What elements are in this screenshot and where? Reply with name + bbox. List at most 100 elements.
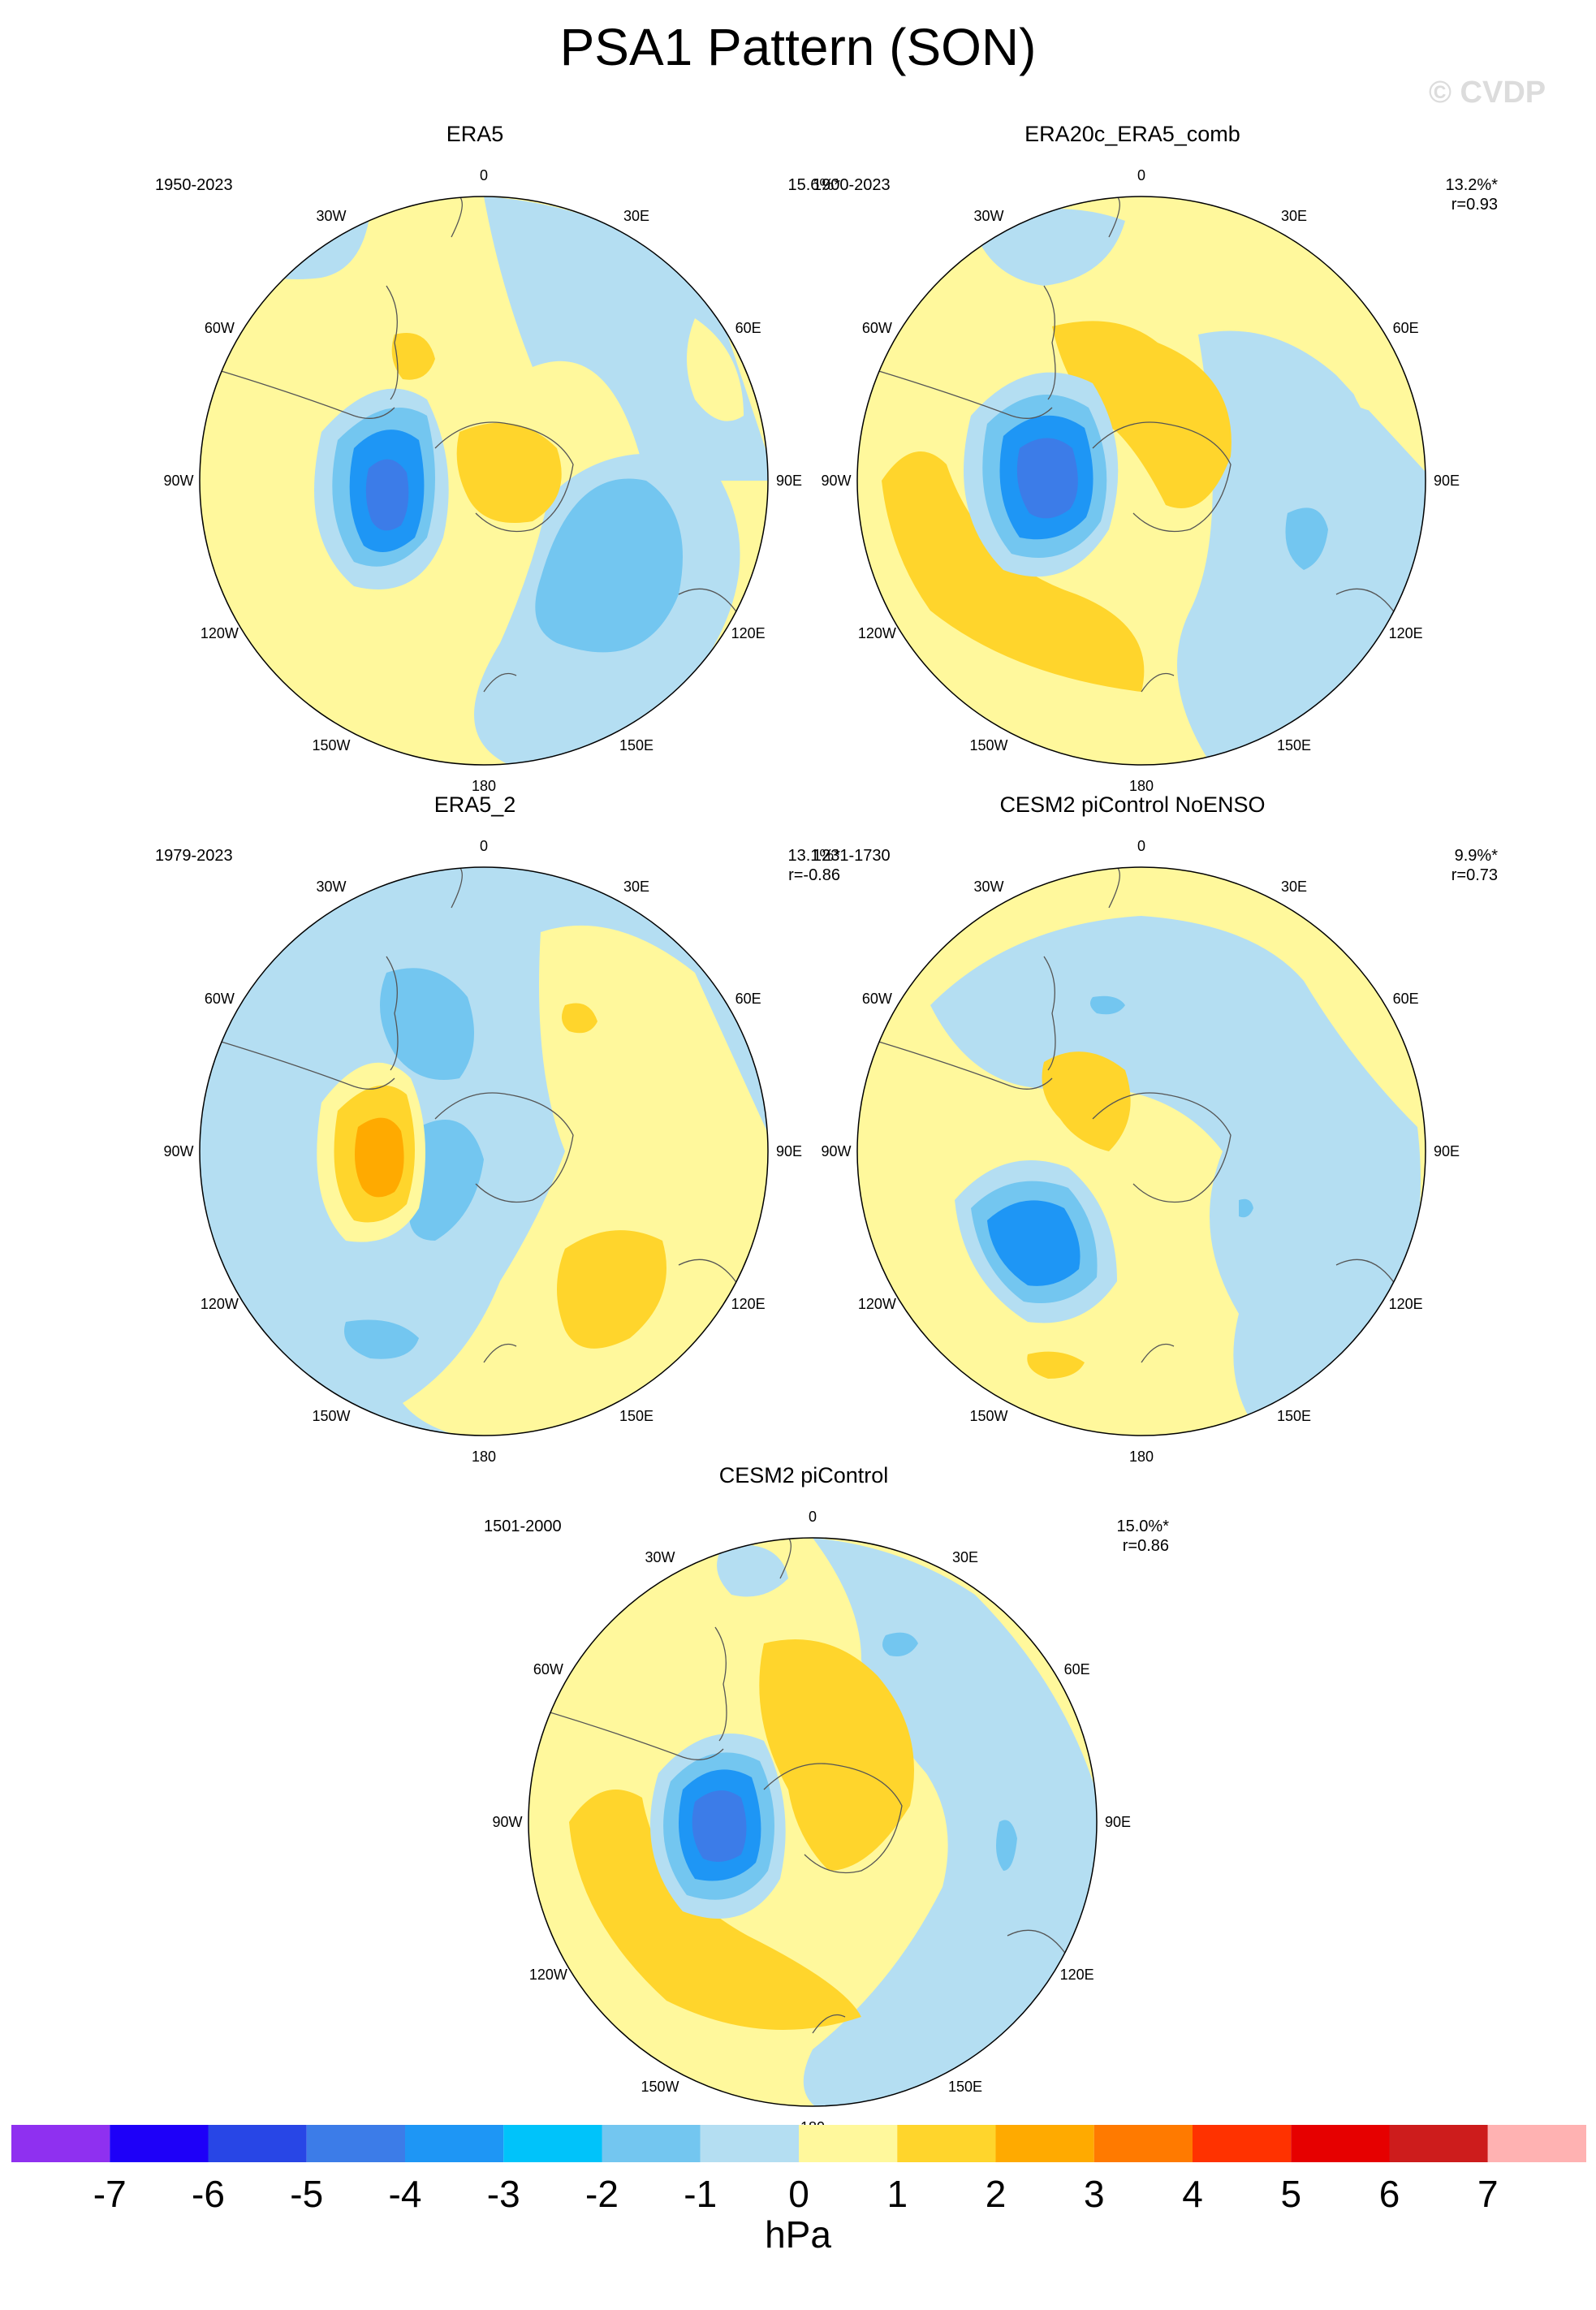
longitude-label: 180 [471, 778, 497, 794]
longitude-label: 150E [1276, 1407, 1312, 1424]
coastline [207, 366, 395, 419]
coastline [536, 1708, 724, 1760]
coastline [386, 285, 399, 400]
longitude-label: 90E [775, 473, 803, 489]
map-border [856, 196, 1426, 766]
map-panel: CESM2 piControl NoENSO 1231-1730 9.9%* r=0.… [767, 791, 1498, 1465]
contour-region [1239, 1198, 1253, 1218]
longitude-label: 150W [312, 1407, 351, 1424]
longitude-label: 90W [163, 473, 194, 489]
panel-correlation: r=-0.86 [788, 866, 840, 884]
longitude-label: 30E [1280, 208, 1308, 225]
colorbar-swatch [799, 2125, 898, 2162]
coastline [1043, 956, 1056, 1071]
longitude-label: 0 [479, 838, 488, 854]
contour-region [403, 925, 768, 1436]
contour-region [391, 333, 435, 380]
contour-region [687, 318, 744, 421]
panel-period: 1950-2023 [155, 176, 233, 194]
contour-region [380, 968, 474, 1080]
contour-region [1285, 507, 1328, 570]
map-border [856, 866, 1426, 1436]
panel-period: 1900-2023 [813, 176, 891, 194]
coastline [386, 956, 399, 1071]
longitude-label: 120W [528, 1967, 567, 1983]
panel-variance-percent: 9.9%* [1454, 847, 1498, 865]
colorbar-tick-label: -5 [290, 2173, 324, 2215]
coastline [779, 1538, 792, 1579]
panel-correlation: r=0.73 [1451, 866, 1498, 884]
colorbar-swatch [306, 2125, 405, 2162]
longitude-label: 90W [821, 1143, 852, 1159]
coastline [483, 1343, 517, 1363]
panel-variance-percent: 13.2%* [1445, 176, 1499, 194]
contour-region [930, 916, 1421, 1427]
coastline [434, 1092, 574, 1203]
longitude-label: 120E [1388, 1296, 1423, 1312]
longitude-label: 150W [969, 736, 1008, 753]
contour-region [456, 422, 562, 523]
longitude-label: 0 [479, 167, 488, 184]
longitude-label: 90E [1104, 1814, 1132, 1830]
contour-region [355, 1117, 404, 1198]
contour-region [365, 459, 409, 531]
colorbar-tick-label: 6 [1378, 2173, 1400, 2215]
longitude-label: 120W [857, 1296, 896, 1312]
colorbar-tick-label: 7 [1477, 2173, 1499, 2215]
colorbar-swatch [602, 2125, 701, 2162]
coastline [812, 2014, 846, 2034]
longitude-label: 120E [1388, 625, 1423, 641]
colorbar-swatch [995, 2125, 1094, 2162]
longitude-label: 180 [1128, 778, 1154, 794]
longitude-label: 120W [857, 625, 896, 641]
panel-period: 1501-2000 [484, 1518, 562, 1535]
longitude-label: 150W [969, 1407, 1008, 1424]
coastline [1141, 1343, 1175, 1363]
panel-variance-percent: 15.6%* [787, 176, 841, 194]
contour-region [692, 1790, 747, 1862]
polar-map [856, 196, 1426, 766]
contour-region [557, 1230, 666, 1349]
colorbar-swatch [1487, 2125, 1586, 2162]
map-border [199, 866, 769, 1436]
longitude-label: 150E [1276, 736, 1312, 753]
colorbar-swatch [503, 2125, 602, 2162]
coastline [483, 672, 517, 693]
map-panel: ERA5_2 1979-2023 13.1%* r=-0.86 0 30E 60E 90E 12… [110, 791, 840, 1465]
contour-region [562, 1003, 597, 1034]
coastline [207, 1037, 395, 1090]
longitude-label: 150E [619, 736, 654, 753]
contour-region [1089, 995, 1125, 1015]
longitude-label: 30W [316, 879, 347, 896]
colorbar-swatch [1389, 2125, 1488, 2162]
longitude-label: 150W [312, 736, 351, 753]
coastline [865, 1037, 1053, 1090]
longitude-label: 30E [623, 879, 650, 896]
polar-map [528, 1537, 1098, 2107]
contour-region [987, 1200, 1081, 1286]
contour-region [1016, 438, 1078, 519]
contour-region [535, 478, 683, 653]
colorbar-tick-label: -7 [93, 2173, 127, 2215]
coastline [1092, 1092, 1232, 1203]
longitude-label: 150E [947, 2078, 983, 2095]
longitude-label: 60W [204, 320, 235, 336]
longitude-label: 30E [1280, 879, 1308, 896]
longitude-label: 60E [735, 991, 761, 1007]
longitude-label: 30W [973, 208, 1004, 225]
panel-title: ERA5 [446, 122, 504, 146]
contour-region [759, 1639, 914, 1871]
figure-title: PSA1 Pattern (SON) [559, 18, 1037, 76]
longitude-label: 30E [623, 208, 650, 225]
coastline [714, 1626, 727, 1742]
map-panel: ERA5 1950-2023 15.6%* 0 30E 60E 90E 120E 150E 180… [110, 120, 841, 794]
colorbar-swatch [208, 2125, 307, 2162]
panel-title: ERA20c_ERA5_comb [1024, 122, 1240, 146]
polar-map [199, 196, 769, 766]
contour-region [717, 1544, 788, 1597]
map-panel: CESM2 piControl 1501-2000 15.0%* r=0.86 0 30E… [438, 1462, 1169, 2135]
coastline [1108, 867, 1120, 909]
coastline [451, 867, 463, 909]
panel-correlation: r=0.86 [1122, 1537, 1169, 1555]
coastline [763, 1763, 903, 1874]
